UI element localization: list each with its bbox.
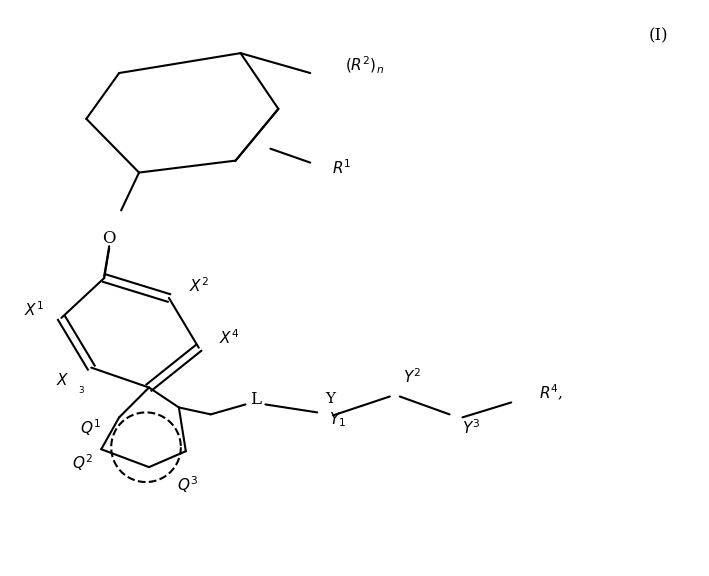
Text: $Q^1$: $Q^1$ bbox=[80, 417, 101, 438]
Text: $Y^2$: $Y^2$ bbox=[403, 367, 421, 386]
Text: $(R^2)_n$: $(R^2)_n$ bbox=[345, 55, 384, 75]
Text: $_3$: $_3$ bbox=[78, 383, 85, 396]
Text: Y: Y bbox=[325, 392, 335, 407]
Text: $X^4$: $X^4$ bbox=[218, 328, 239, 347]
Text: $Y_1$: $Y_1$ bbox=[328, 410, 345, 429]
Text: $Q^2$: $Q^2$ bbox=[72, 452, 94, 472]
Text: O: O bbox=[102, 230, 116, 247]
Text: $X^2$: $X^2$ bbox=[189, 276, 208, 295]
Text: $Y^3$: $Y^3$ bbox=[462, 418, 481, 437]
Text: L: L bbox=[250, 391, 261, 408]
Text: $R^4$,: $R^4$, bbox=[539, 382, 564, 403]
Text: $X$: $X$ bbox=[56, 372, 69, 388]
Text: $R^1$: $R^1$ bbox=[332, 158, 352, 177]
Text: (I): (I) bbox=[649, 28, 669, 45]
Text: $Q^3$: $Q^3$ bbox=[177, 475, 198, 495]
Text: $X^1$: $X^1$ bbox=[23, 301, 43, 319]
